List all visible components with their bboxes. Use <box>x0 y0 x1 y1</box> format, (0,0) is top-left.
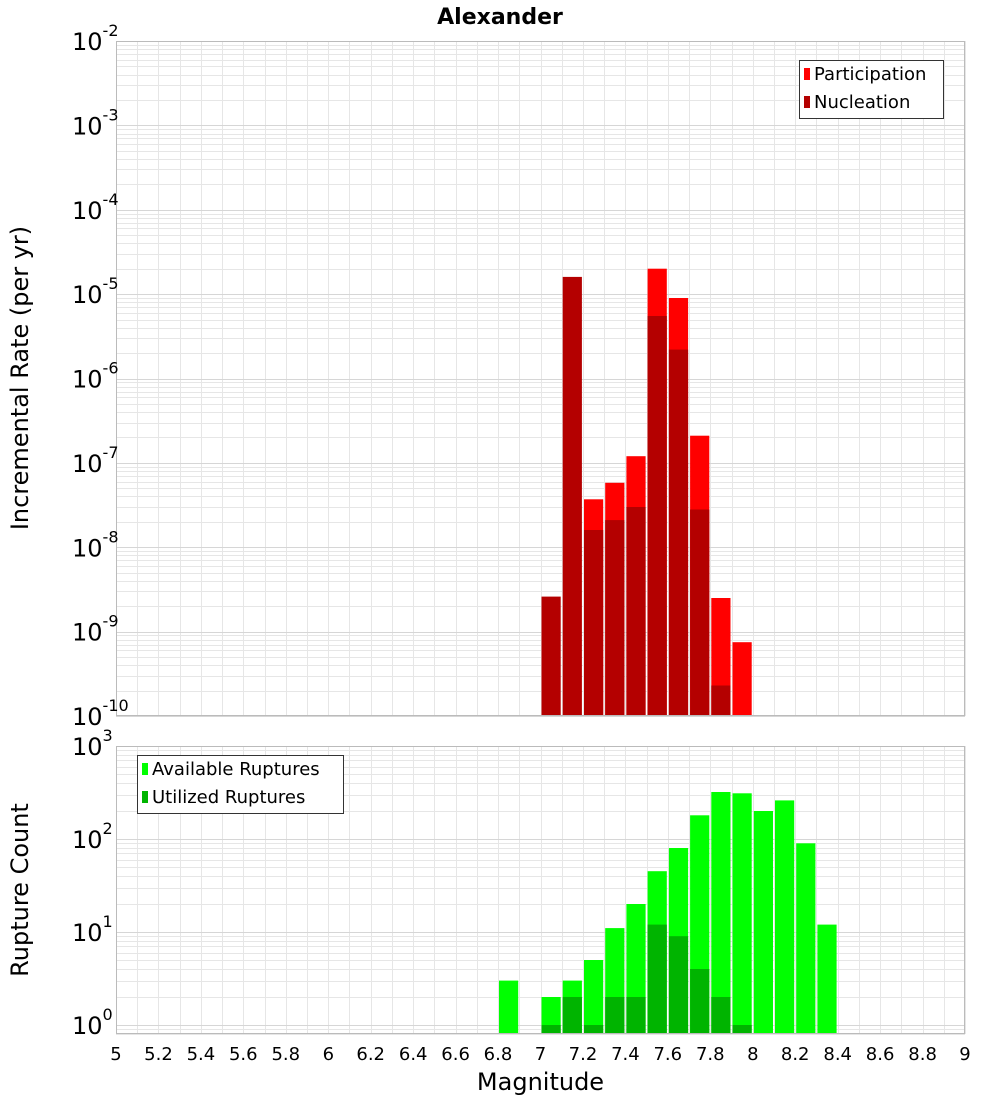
bar <box>541 1025 561 1034</box>
bar <box>711 685 731 716</box>
count-y-axis-label: Rupture Count <box>6 803 34 977</box>
bar <box>732 642 752 716</box>
y-tick-label: 10-10 <box>72 696 129 731</box>
x-axis-label: Magnitude <box>477 1068 604 1096</box>
y-tick-label: 10-8 <box>72 527 119 562</box>
y-tick-label: 10-2 <box>72 21 119 56</box>
bar <box>626 507 646 716</box>
x-tick-label: 7 <box>535 1044 546 1065</box>
y-tick-label: 103 <box>72 726 113 761</box>
bar <box>796 843 816 1034</box>
bar <box>605 520 625 716</box>
count-panel: 103 102 101 100 Rupture Count Available Ruptu… <box>6 726 971 1096</box>
legend-label: Participation <box>814 64 926 85</box>
bar <box>668 936 689 1034</box>
x-tick-label: 6.4 <box>399 1044 428 1065</box>
bar <box>775 800 795 1034</box>
bar <box>732 1025 752 1034</box>
x-tick-label: 5.2 <box>144 1044 173 1065</box>
plot-area <box>116 41 965 716</box>
bar <box>647 924 667 1034</box>
bar <box>626 997 646 1034</box>
bar <box>753 811 773 1034</box>
x-tick-label: 7.8 <box>696 1044 725 1065</box>
bar <box>541 596 561 716</box>
x-tick-label: 7.6 <box>653 1044 682 1065</box>
y-tick-label: 100 <box>72 1005 113 1040</box>
y-tick-label: 102 <box>72 819 113 854</box>
x-tick-label: 8.2 <box>781 1044 810 1065</box>
x-tick-label: 5.4 <box>187 1044 216 1065</box>
bar <box>732 793 752 1034</box>
legend-label: Nucleation <box>814 92 910 113</box>
x-tick-label: 8.8 <box>908 1044 937 1065</box>
x-tick-label: 8.6 <box>866 1044 895 1065</box>
x-tick-label: 6.6 <box>441 1044 470 1065</box>
y-tick-label: 10-9 <box>72 612 119 647</box>
legend-label: Available Ruptures <box>152 759 320 780</box>
bar <box>605 997 625 1034</box>
series-utilized-ruptures <box>541 924 752 1034</box>
y-tick-label: 10-5 <box>72 274 119 309</box>
bar <box>668 349 689 716</box>
plot-frame <box>116 746 965 1034</box>
legend: Participation Nucleation <box>799 60 944 119</box>
bar <box>584 530 604 716</box>
legend-label: Utilized Ruptures <box>152 787 305 808</box>
x-tick-label: 5.8 <box>271 1044 300 1065</box>
bar <box>562 276 582 716</box>
series-available-ruptures <box>499 792 837 1034</box>
legend-swatch <box>142 763 148 775</box>
x-tick-label: 8 <box>747 1044 758 1065</box>
y-tick-label: 101 <box>72 912 113 947</box>
x-tick-label: 9 <box>959 1044 970 1065</box>
legend-box <box>799 60 944 119</box>
x-tick-label: 6.8 <box>484 1044 513 1065</box>
bar <box>711 792 731 1034</box>
legend-swatch <box>804 96 810 108</box>
x-tick-label: 6 <box>323 1044 334 1065</box>
x-tick-label: 5 <box>110 1044 121 1065</box>
x-tick-label: 6.2 <box>356 1044 385 1065</box>
y-tick-label: 10-4 <box>72 190 119 225</box>
legend-box <box>137 755 344 814</box>
y-tick-label: 10-7 <box>72 443 119 478</box>
bar <box>711 997 731 1034</box>
rate-panel: 10-2 10-3 10-4 10-5 10-6 10-7 10-8 10-9 10-10 Inc… <box>6 21 966 731</box>
plot-frame <box>116 41 965 716</box>
bar <box>499 980 519 1034</box>
bar <box>584 1025 604 1034</box>
bar <box>584 960 604 1034</box>
grid <box>116 41 966 717</box>
x-tick-label: 8.4 <box>823 1044 852 1065</box>
y-tick-label: 10-6 <box>72 359 119 394</box>
bar <box>647 316 667 716</box>
legend-swatch <box>804 68 810 80</box>
series-nucleation <box>541 276 731 716</box>
bar <box>817 924 837 1034</box>
x-tick-label: 7.2 <box>569 1044 598 1065</box>
x-tick-label: 5.6 <box>229 1044 258 1065</box>
x-tick-label: 7.4 <box>611 1044 640 1065</box>
bar <box>541 997 561 1034</box>
bar <box>690 509 710 716</box>
bar <box>690 969 710 1034</box>
legend: Available Ruptures Utilized Ruptures <box>137 755 344 814</box>
y-tick-label: 10-3 <box>72 105 119 140</box>
legend-swatch <box>142 791 148 803</box>
bar <box>562 997 582 1034</box>
chart-title: Alexander <box>437 5 563 30</box>
rate-y-axis-label: Incremental Rate (per yr) <box>6 226 34 530</box>
